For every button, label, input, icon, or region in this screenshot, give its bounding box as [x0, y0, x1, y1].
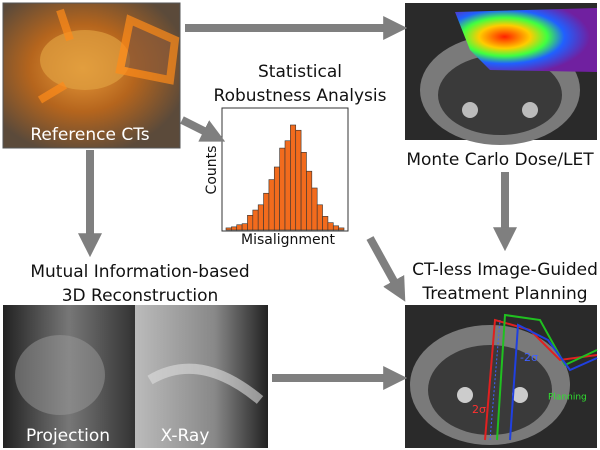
histogram-bar [252, 209, 259, 231]
histogram-bar [257, 204, 264, 231]
y-label: Counts [204, 146, 220, 195]
histogram-bar [268, 179, 275, 231]
histogram-bar [241, 223, 248, 231]
histogram-bar [311, 187, 318, 231]
reference-label: Reference CTs [30, 125, 149, 145]
reference-ct-image: Reference CTs [2, 2, 181, 149]
planning-title: Treatment Planning [421, 284, 587, 304]
histogram-bar [290, 124, 297, 231]
x-label: Misalignment [241, 232, 336, 248]
histogram [221, 107, 349, 232]
reconstruction-title: 3D Reconstruction [62, 286, 219, 306]
robustness-title: Robustness Analysis [214, 86, 387, 106]
histogram-bar [279, 147, 286, 231]
arrow [366, 236, 406, 302]
xray-label: X-Ray [161, 426, 210, 446]
histogram-bar [247, 215, 254, 231]
arrow [180, 116, 226, 142]
histogram-bar [284, 140, 291, 231]
histogram-bar [327, 222, 334, 231]
histogram-bar [316, 204, 323, 231]
histogram-bar [273, 166, 280, 231]
robustness-title: Statistical [258, 62, 342, 82]
dose-label: Monte Carlo Dose/LET [406, 150, 594, 170]
annotation: -2σ [520, 351, 538, 364]
histogram-bar [231, 226, 238, 231]
histogram-bar [306, 170, 313, 231]
histogram-bar [236, 224, 243, 231]
planning-image: -2σ 2σ Planning [405, 305, 598, 448]
reconstruction-title: Mutual Information-based [30, 262, 249, 282]
projection-label: Projection [26, 426, 110, 446]
histogram-bar [332, 225, 339, 231]
annotation: Planning [548, 393, 587, 403]
histogram-bar [300, 152, 307, 231]
dose-image [405, 3, 597, 145]
histogram-bar [338, 227, 345, 231]
annotation: 2σ [472, 403, 486, 416]
histogram-bar [263, 192, 270, 231]
reconstruction-image: Projection X-Ray [3, 305, 268, 448]
histogram-bar [225, 227, 232, 231]
histogram-bar [295, 129, 302, 231]
histogram-bar [322, 216, 329, 231]
planning-title: CT-less Image-Guided [412, 260, 598, 280]
